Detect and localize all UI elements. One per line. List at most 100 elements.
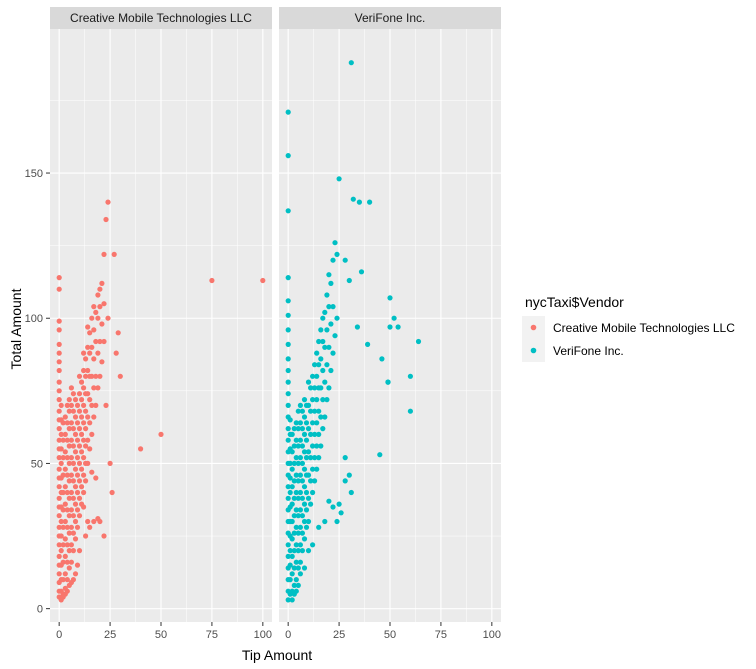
data-point <box>72 414 79 420</box>
data-point <box>308 501 314 507</box>
data-point <box>76 408 83 414</box>
data-point <box>305 518 312 525</box>
legend-title: nycTaxi$Vendor <box>525 294 624 310</box>
data-point <box>295 513 301 519</box>
data-point <box>91 356 97 362</box>
y-axis-title: Total Amount <box>8 288 24 369</box>
data-point <box>287 475 293 481</box>
y-tick-label: 100 <box>25 313 43 325</box>
data-point <box>95 292 101 298</box>
data-point <box>58 460 64 466</box>
data-point <box>332 333 338 339</box>
data-point <box>81 437 87 443</box>
data-point <box>287 577 293 583</box>
data-point <box>60 420 66 426</box>
data-point <box>320 426 326 432</box>
data-point <box>83 533 89 539</box>
data-point <box>81 420 87 426</box>
data-point <box>66 426 72 432</box>
data-point <box>70 548 76 554</box>
data-point <box>291 478 297 484</box>
data-point <box>79 431 85 437</box>
data-point <box>81 402 87 408</box>
data-point <box>89 469 95 475</box>
data-point <box>56 388 62 394</box>
data-point <box>297 455 303 461</box>
data-point <box>291 530 297 536</box>
data-point <box>285 553 291 560</box>
data-point <box>66 582 72 589</box>
data-point <box>303 420 310 426</box>
data-point <box>407 373 413 379</box>
data-point <box>68 437 74 443</box>
data-point <box>97 286 103 292</box>
data-point <box>285 542 291 548</box>
data-point <box>56 367 62 374</box>
data-point <box>285 312 291 318</box>
data-point <box>285 341 291 347</box>
data-point <box>81 367 87 374</box>
data-point <box>56 426 62 432</box>
data-point <box>301 518 308 525</box>
data-point <box>299 548 305 554</box>
data-point <box>285 597 291 603</box>
data-point <box>342 478 348 484</box>
data-point <box>285 298 291 304</box>
data-point <box>330 304 336 310</box>
data-point <box>56 466 62 472</box>
data-point <box>64 420 70 426</box>
data-point <box>74 402 81 408</box>
data-point <box>83 373 89 379</box>
data-point <box>318 327 324 333</box>
data-point <box>72 501 79 507</box>
x-tick-label: 25 <box>104 629 116 641</box>
data-point <box>285 391 291 397</box>
data-point <box>320 397 326 403</box>
data-point <box>70 513 76 519</box>
data-point <box>74 437 81 443</box>
data-point <box>407 408 413 414</box>
data-point <box>111 251 117 257</box>
facet-panel: VeriFone Inc. <box>279 7 501 622</box>
data-point <box>295 460 301 466</box>
data-point <box>334 518 340 525</box>
data-point <box>64 524 70 530</box>
data-point <box>68 402 74 408</box>
data-point <box>299 513 305 519</box>
data-point <box>312 478 318 484</box>
data-point <box>297 472 303 478</box>
data-point <box>322 309 328 315</box>
series-points <box>56 199 266 603</box>
data-point <box>68 420 74 426</box>
data-point <box>68 385 74 391</box>
data-point <box>56 341 62 347</box>
legend-items: Creative Mobile Technologies LLC VeriFone… <box>522 316 735 362</box>
data-point <box>338 510 344 516</box>
data-point <box>295 565 301 571</box>
data-point <box>81 350 87 356</box>
data-point <box>89 344 95 350</box>
data-point <box>89 373 95 379</box>
data-point <box>99 321 105 327</box>
data-point <box>299 460 305 466</box>
data-point <box>99 359 105 365</box>
data-point <box>74 524 81 530</box>
data-point <box>379 356 385 362</box>
data-point <box>79 466 85 472</box>
data-point <box>320 315 326 321</box>
data-point <box>310 420 316 426</box>
data-point <box>320 338 326 345</box>
data-point <box>297 507 303 513</box>
data-point <box>316 455 322 461</box>
data-point <box>303 455 310 461</box>
data-point <box>93 475 99 481</box>
data-point <box>76 548 83 554</box>
data-point <box>330 350 336 356</box>
data-point <box>66 443 72 449</box>
data-point <box>301 431 308 437</box>
data-point <box>101 301 107 307</box>
data-point <box>74 562 81 568</box>
data-point <box>295 443 301 449</box>
data-point <box>89 431 95 437</box>
data-point <box>58 431 64 437</box>
